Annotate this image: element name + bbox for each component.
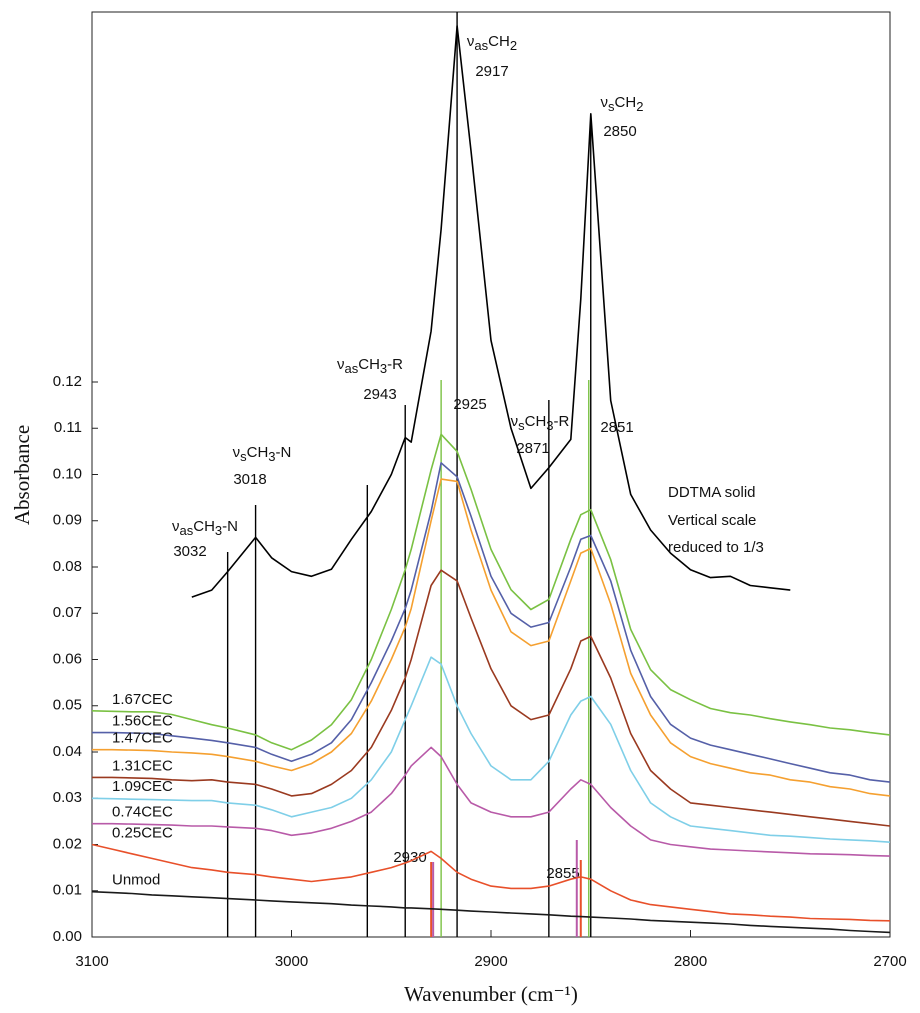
y-tick-label: 0.03	[53, 789, 82, 806]
spectrum-line	[92, 478, 891, 797]
peak-label: 3018	[233, 471, 266, 488]
legend-label: 1.56CEC	[112, 713, 173, 730]
subscript: 2	[510, 38, 517, 53]
y-tick-label: 0.02	[53, 835, 82, 852]
x-tick-label: 2800	[674, 953, 707, 970]
assignment-text: -N	[276, 444, 292, 461]
x-tick-label: 3100	[75, 953, 108, 970]
series-note: Vertical scale	[668, 512, 756, 529]
series-note: reduced to 1/3	[668, 539, 764, 556]
y-tick-label: 0.04	[53, 743, 82, 760]
y-tick-label: 0.10	[53, 465, 82, 482]
peak-assignment: νsCH2	[601, 94, 644, 114]
subscript: s	[240, 449, 247, 464]
y-tick-label: 0.12	[53, 373, 82, 390]
spectrum-line	[91, 843, 891, 922]
subscript: s	[608, 99, 615, 114]
assignment-text: ν	[172, 518, 180, 535]
subscript: 3	[268, 449, 275, 464]
y-tick-label: 0.11	[54, 419, 82, 436]
assignment-text: ν	[233, 444, 241, 461]
x-tick-label: 2700	[873, 953, 906, 970]
peak-label: 3032	[173, 543, 206, 560]
peak-label: 2925	[453, 396, 486, 413]
legend-label: 0.74CEC	[112, 804, 173, 821]
y-tick-label: 0.07	[53, 604, 82, 621]
spectrum-line	[91, 890, 891, 934]
subscript: 3	[546, 418, 553, 433]
peak-assignment: νasCH2	[467, 33, 517, 53]
peak-assignment: νasCH3-N	[172, 518, 238, 538]
subscript: 2	[636, 99, 643, 114]
peak-label: 2850	[603, 123, 636, 140]
spectrum-line	[92, 462, 891, 783]
assignment-text: CH	[525, 413, 547, 430]
assignment-text: -R	[554, 413, 570, 430]
y-tick-label: 0.08	[53, 558, 82, 575]
x-axis-label: Wavenumber (cm⁻¹)	[404, 982, 578, 1006]
assignment-text: CH	[247, 444, 269, 461]
assignment-text: CH	[615, 94, 637, 111]
peak-assignment: νsCH3-N	[233, 444, 292, 464]
assignment-text: ν	[511, 413, 519, 430]
assignment-text: -N	[222, 518, 238, 535]
assignment-text: CH	[193, 518, 215, 535]
legend-label: 1.67CEC	[112, 691, 173, 708]
x-tick-label: 3000	[275, 953, 308, 970]
assignment-text: CH	[488, 33, 510, 50]
spectrum-line	[91, 433, 891, 751]
legend-label: 1.47CEC	[112, 730, 173, 747]
assignment-text: -R	[387, 356, 403, 373]
spectrum-line	[191, 25, 791, 598]
y-tick-label: 0.09	[53, 512, 82, 529]
peak-assignment: νasCH3-R	[337, 356, 403, 376]
subscript: 3	[215, 523, 222, 538]
x-tick-label: 2900	[474, 953, 507, 970]
y-tick-label: 0.00	[53, 928, 82, 945]
assignment-text: CH	[358, 356, 380, 373]
legend-label: 0.25CEC	[112, 824, 173, 841]
peak-label: 2871	[516, 440, 549, 457]
spectrum-line	[92, 746, 891, 857]
assignment-text: ν	[601, 94, 609, 111]
legend-label: 1.31CEC	[112, 757, 173, 774]
y-tick-label: 0.01	[53, 882, 82, 899]
peak-label: 2943	[363, 386, 396, 403]
subscript: as	[345, 361, 359, 376]
subscript: as	[180, 523, 194, 538]
peak-label: 2917	[475, 63, 508, 80]
spectrum-line	[91, 656, 891, 843]
y-axis-label: Absorbance	[10, 425, 34, 525]
series-label: DDTMA solid	[668, 484, 756, 501]
peak-assignment: νsCH3-R	[511, 413, 570, 433]
y-tick-label: 0.06	[53, 650, 82, 667]
subscript: s	[518, 418, 525, 433]
subscript: 3	[380, 361, 387, 376]
legend-label: 1.09CEC	[112, 778, 173, 795]
assignment-text: ν	[467, 33, 475, 50]
spectrum-line	[92, 569, 891, 827]
plot-frame	[91, 11, 891, 938]
subscript: as	[474, 38, 488, 53]
y-tick-label: 0.05	[53, 697, 82, 714]
peak-label: 2930	[393, 849, 426, 866]
assignment-text: ν	[337, 356, 345, 373]
peak-label: 2855	[546, 865, 579, 882]
legend-label: Unmod	[112, 872, 160, 889]
